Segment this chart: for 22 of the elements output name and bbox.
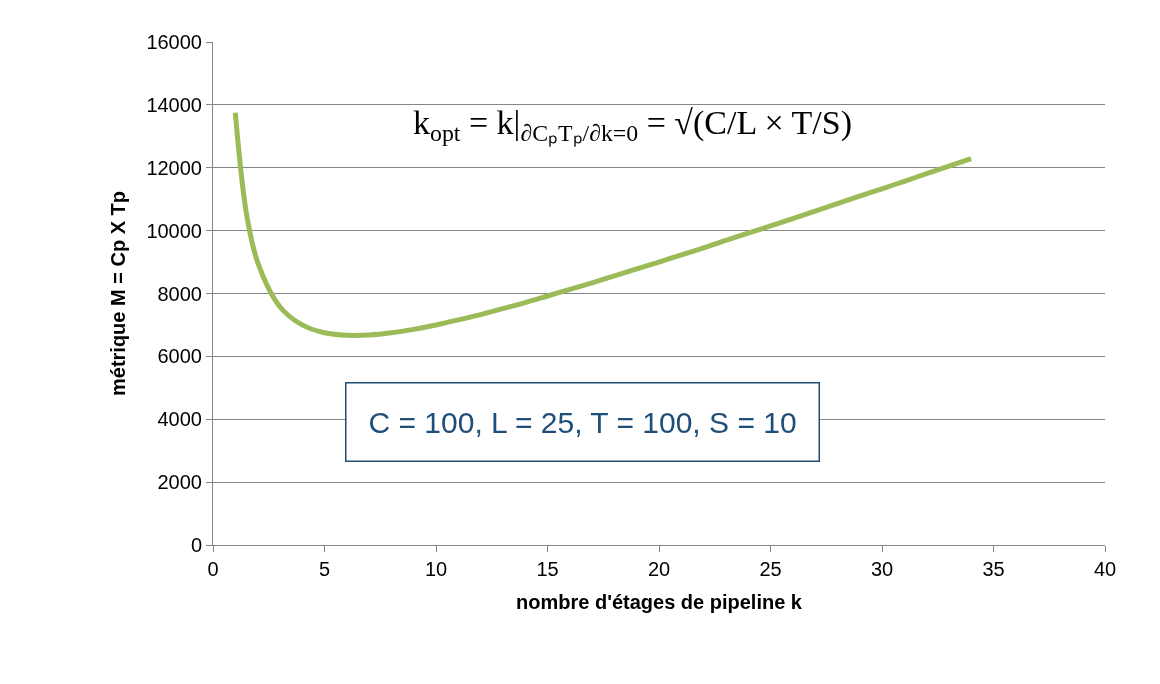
- x-tick-label: 15: [536, 558, 559, 580]
- y-tick-label: 16000: [146, 31, 202, 53]
- annotation: C = 100, L = 25, T = 100, S = 10: [368, 405, 797, 439]
- x-tick-label: 35: [982, 558, 1005, 580]
- x-axis-title: nombre d'étages de pipeline k: [516, 590, 803, 613]
- x-tick-label: 20: [647, 558, 671, 580]
- x-tick-label: 5: [318, 558, 331, 580]
- y-tick-label: 14000: [146, 93, 202, 116]
- y-tick-label: 6000: [157, 345, 202, 368]
- y-tick-label: 12000: [146, 156, 202, 179]
- y-axis-title: métrique M = Cp X Tp: [106, 190, 129, 397]
- annotation: k$_{opt}$ = k|$_{∂CₚTₚ/∂k=0}$ = √(C/L × T/S): [413, 104, 852, 148]
- y-tick-label: 2000: [157, 471, 202, 494]
- y-tick-label: 8000: [157, 282, 202, 305]
- x-tick-label: 0: [207, 558, 219, 580]
- x-tick-label: 10: [424, 558, 448, 580]
- y-tick-label: 4000: [157, 408, 202, 431]
- x-tick-label: 40: [1093, 558, 1117, 580]
- x-tick-label: 30: [870, 558, 894, 580]
- y-tick-label: 10000: [146, 219, 202, 242]
- y-tick-label: 0: [190, 534, 202, 556]
- x-tick-label: 25: [759, 558, 782, 580]
